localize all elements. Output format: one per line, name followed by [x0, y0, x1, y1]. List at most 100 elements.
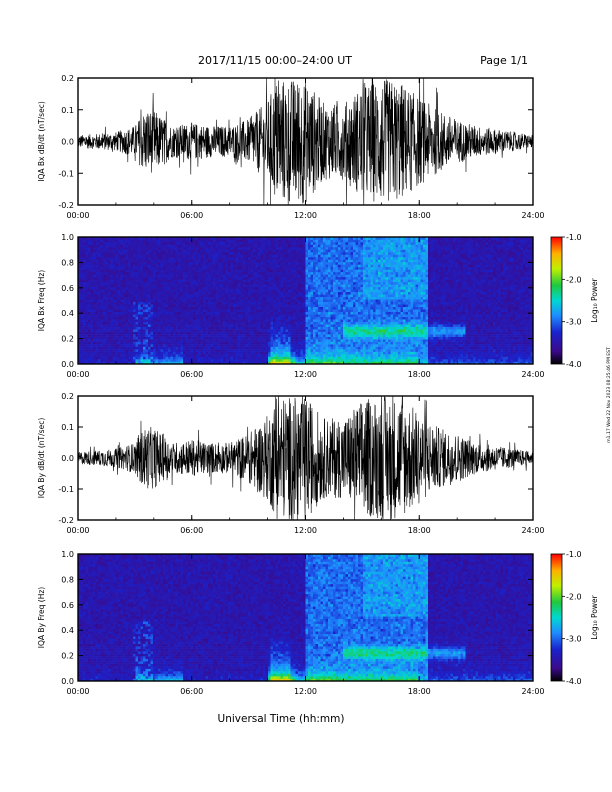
- spectrogram-cell: [205, 299, 209, 303]
- spectrogram-cell: [113, 316, 116, 320]
- spectrogram-cell: [83, 239, 86, 243]
- spectrogram-cell: [275, 301, 279, 305]
- spectrogram-cell: [140, 326, 144, 330]
- spectrogram-cell: [78, 319, 81, 322]
- spectrogram-cell: [95, 334, 99, 337]
- spectrogram-cell: [293, 334, 296, 337]
- spectrogram-cell: [135, 336, 139, 340]
- spectrogram-cell: [160, 341, 164, 345]
- spectrogram-cell: [193, 246, 196, 250]
- spectrogram-cell: [93, 294, 96, 298]
- spectrogram-cell: [198, 344, 201, 347]
- spectrogram-cell: [165, 319, 169, 322]
- spectrogram-cell: [103, 286, 106, 290]
- spectrogram-cell: [313, 314, 316, 317]
- spectrogram-cell: [153, 261, 156, 265]
- spectrogram-cell: [128, 266, 131, 270]
- spectrogram-cell: [160, 261, 164, 265]
- spectrogram-cell: [303, 314, 306, 317]
- spectrogram-cell: [285, 306, 289, 310]
- spectrogram-cell: [233, 294, 236, 298]
- spectrogram-cell: [198, 306, 201, 310]
- spectrogram-cell: [163, 237, 166, 240]
- spectrogram-cell: [193, 349, 196, 352]
- spectrogram-cell: [180, 331, 184, 335]
- spectrogram-cell: [153, 336, 156, 340]
- spectrogram-cell: [135, 334, 139, 337]
- spectrogram-cell: [203, 299, 206, 303]
- spectrogram-cell: [288, 324, 291, 327]
- spectrogram-cell: [318, 331, 321, 335]
- spectrogram-cell: [175, 361, 179, 365]
- spectrogram-cell: [200, 249, 204, 253]
- spectrogram-cell: [88, 321, 91, 325]
- spectrogram-cell: [165, 249, 169, 253]
- spectrogram-cell: [213, 319, 216, 322]
- spectrogram-cell: [283, 289, 286, 293]
- spectrogram-cell: [288, 349, 291, 352]
- spectrogram-cell: [80, 246, 84, 250]
- spectrogram-cell: [98, 284, 101, 288]
- spectrogram-cell: [178, 274, 181, 278]
- spectrogram-cell: [130, 289, 134, 293]
- spectrogram-cell: [230, 296, 234, 300]
- spectrogram-cell: [240, 246, 244, 250]
- spectrogram-cell: [295, 249, 299, 253]
- spectrogram-cell: [105, 249, 109, 253]
- spectrogram-cell: [208, 311, 211, 315]
- spectrogram-cell: [85, 271, 89, 275]
- spectrogram-cell: [118, 311, 121, 315]
- spectrogram-cell: [290, 279, 294, 283]
- spectrogram-cell: [253, 264, 256, 268]
- spectrogram-cell: [83, 261, 86, 265]
- spectrogram-cell: [118, 271, 121, 275]
- spectrogram-cell: [78, 344, 81, 347]
- spectrogram-cell: [263, 346, 266, 350]
- spectrogram-cell: [268, 361, 271, 365]
- spectrogram-cell: [313, 239, 316, 243]
- spectrogram-cell: [115, 237, 119, 240]
- spectrogram-cell: [145, 244, 149, 248]
- spectrogram-cell: [103, 331, 106, 335]
- spectrogram-cell: [310, 261, 314, 265]
- spectrogram-cell: [120, 324, 124, 327]
- spectrogram-cell: [118, 286, 121, 290]
- spectrogram-cell: [153, 316, 156, 320]
- spectrogram-cell: [118, 279, 121, 283]
- spectrogram-cell: [193, 244, 196, 248]
- spectrogram-cell: [128, 274, 131, 278]
- spectrogram-cell: [118, 284, 121, 288]
- spectrogram-cell: [138, 346, 141, 350]
- spectrogram-cell: [220, 269, 224, 273]
- spectrogram-cell: [283, 271, 286, 275]
- spectrogram-cell: [248, 261, 251, 265]
- spectrogram-cell: [303, 254, 306, 258]
- spectrogram-cell: [178, 306, 181, 310]
- spectrogram-cell: [288, 286, 291, 290]
- spectrogram-cell: [158, 311, 161, 315]
- spectrogram-cell: [118, 346, 121, 350]
- spectrogram-cell: [135, 266, 139, 270]
- spectrogram-cell: [218, 324, 221, 327]
- spectrogram-cell: [295, 244, 299, 248]
- spectrogram-cell: [123, 319, 126, 322]
- spectrogram-cell: [223, 314, 226, 317]
- spectrogram-cell: [165, 246, 169, 250]
- spectrogram-cell: [228, 264, 231, 268]
- spectrogram-cell: [245, 237, 249, 240]
- spectrogram-cell: [263, 304, 266, 308]
- spectrogram-cell: [225, 334, 229, 337]
- spectrogram-cell: [158, 251, 161, 255]
- spectrogram-cell: [198, 276, 201, 280]
- spectrogram-cell: [88, 314, 91, 317]
- spectrogram-cell: [93, 286, 96, 290]
- spectrogram-cell: [165, 324, 169, 327]
- spectrogram-cell: [103, 254, 106, 258]
- spectrogram-cell: [145, 356, 149, 360]
- spectrogram-cell: [235, 326, 239, 330]
- spectrogram-cell: [185, 294, 189, 298]
- spectrogram-cell: [108, 237, 111, 240]
- spectrogram-cell: [170, 336, 174, 340]
- spectrogram-cell: [228, 237, 231, 240]
- spectrogram-cell: [123, 316, 126, 320]
